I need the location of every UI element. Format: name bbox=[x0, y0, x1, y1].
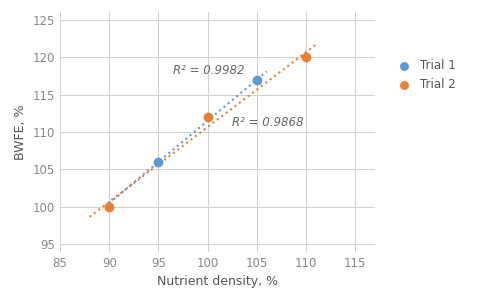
Legend: Trial 1, Trial 2: Trial 1, Trial 2 bbox=[387, 54, 460, 95]
Trial 2 bbox=[302, 55, 310, 60]
X-axis label: Nutrient density, %: Nutrient density, % bbox=[157, 275, 278, 288]
Trial 1 bbox=[154, 160, 162, 165]
Text: R² = 0.9868: R² = 0.9868 bbox=[232, 116, 304, 129]
Trial 1 bbox=[253, 77, 261, 82]
Y-axis label: BWFE, %: BWFE, % bbox=[14, 104, 27, 160]
Trial 2 bbox=[204, 115, 212, 119]
Text: R² = 0.9982: R² = 0.9982 bbox=[173, 64, 244, 77]
Trial 2 bbox=[105, 204, 113, 209]
